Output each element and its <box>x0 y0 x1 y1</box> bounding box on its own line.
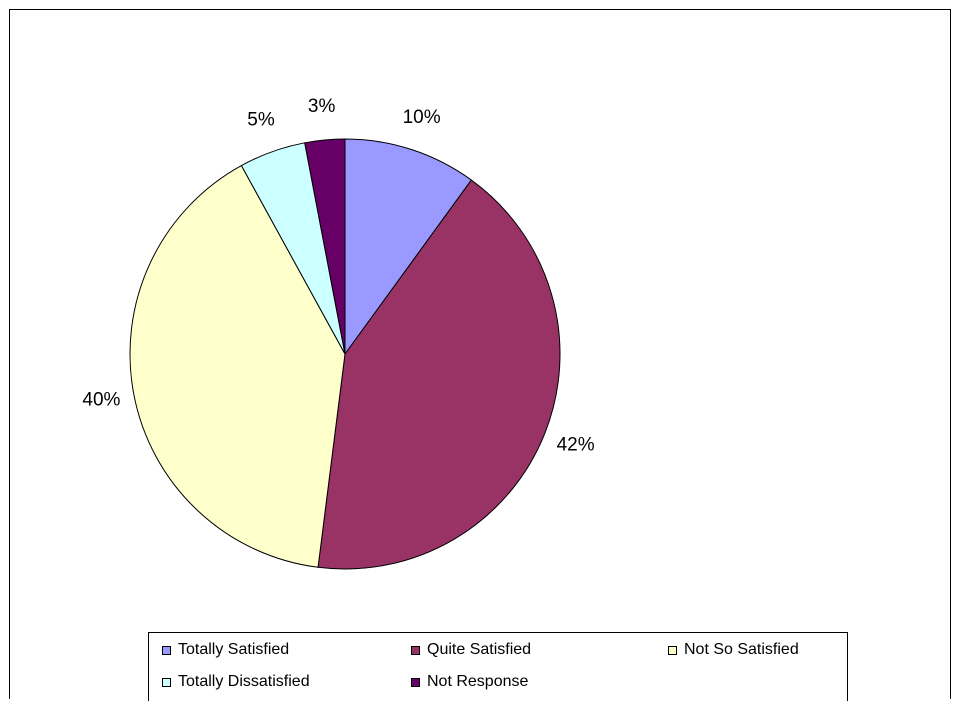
legend-swatch-icon <box>411 677 420 687</box>
legend-label: Not Response <box>427 673 529 690</box>
legend-item-not-so-satisfied: Not So Satisfied <box>668 640 799 660</box>
legend-swatch-icon <box>162 677 171 687</box>
pie-slice-not-so-satisfied <box>129 164 346 568</box>
legend-swatch-icon <box>668 645 677 655</box>
pie-slice-not-response <box>304 138 346 355</box>
legend-label: Not So Satisfied <box>684 641 799 658</box>
pie-slice-quite-satisfied <box>317 179 561 570</box>
slice-label-quite-satisfied: 42% <box>557 434 595 455</box>
slice-label-not-response: 3% <box>308 96 336 117</box>
legend-label: Totally Dissatisfied <box>178 673 310 690</box>
pie-slice-totally-satisfied <box>344 138 473 356</box>
legend-item-quite-satisfied: Quite Satisfied <box>411 640 531 660</box>
legend-label: Quite Satisfied <box>427 641 532 658</box>
legend-item-not-response: Not Response <box>411 672 528 692</box>
pie-slice-labels: 10% 42% 40% 5% 3% <box>82 96 594 455</box>
slice-label-totally-satisfied: 10% <box>403 107 441 128</box>
legend-item-totally-dissatisfied: Totally Dissatisfied <box>162 672 310 692</box>
slice-label-totally-dissatisfied: 5% <box>247 110 275 131</box>
chart-frame <box>9 9 951 699</box>
legend-label: Totally Satisfied <box>178 641 290 658</box>
legend: Totally Satisfied Quite Satisfied Not So… <box>148 632 848 701</box>
pie-slices <box>129 138 561 570</box>
slice-label-not-so-satisfied: 40% <box>82 389 120 410</box>
legend-swatch-icon <box>411 645 420 655</box>
legend-item-totally-satisfied: Totally Satisfied <box>162 640 289 660</box>
legend-swatch-icon <box>162 645 171 655</box>
